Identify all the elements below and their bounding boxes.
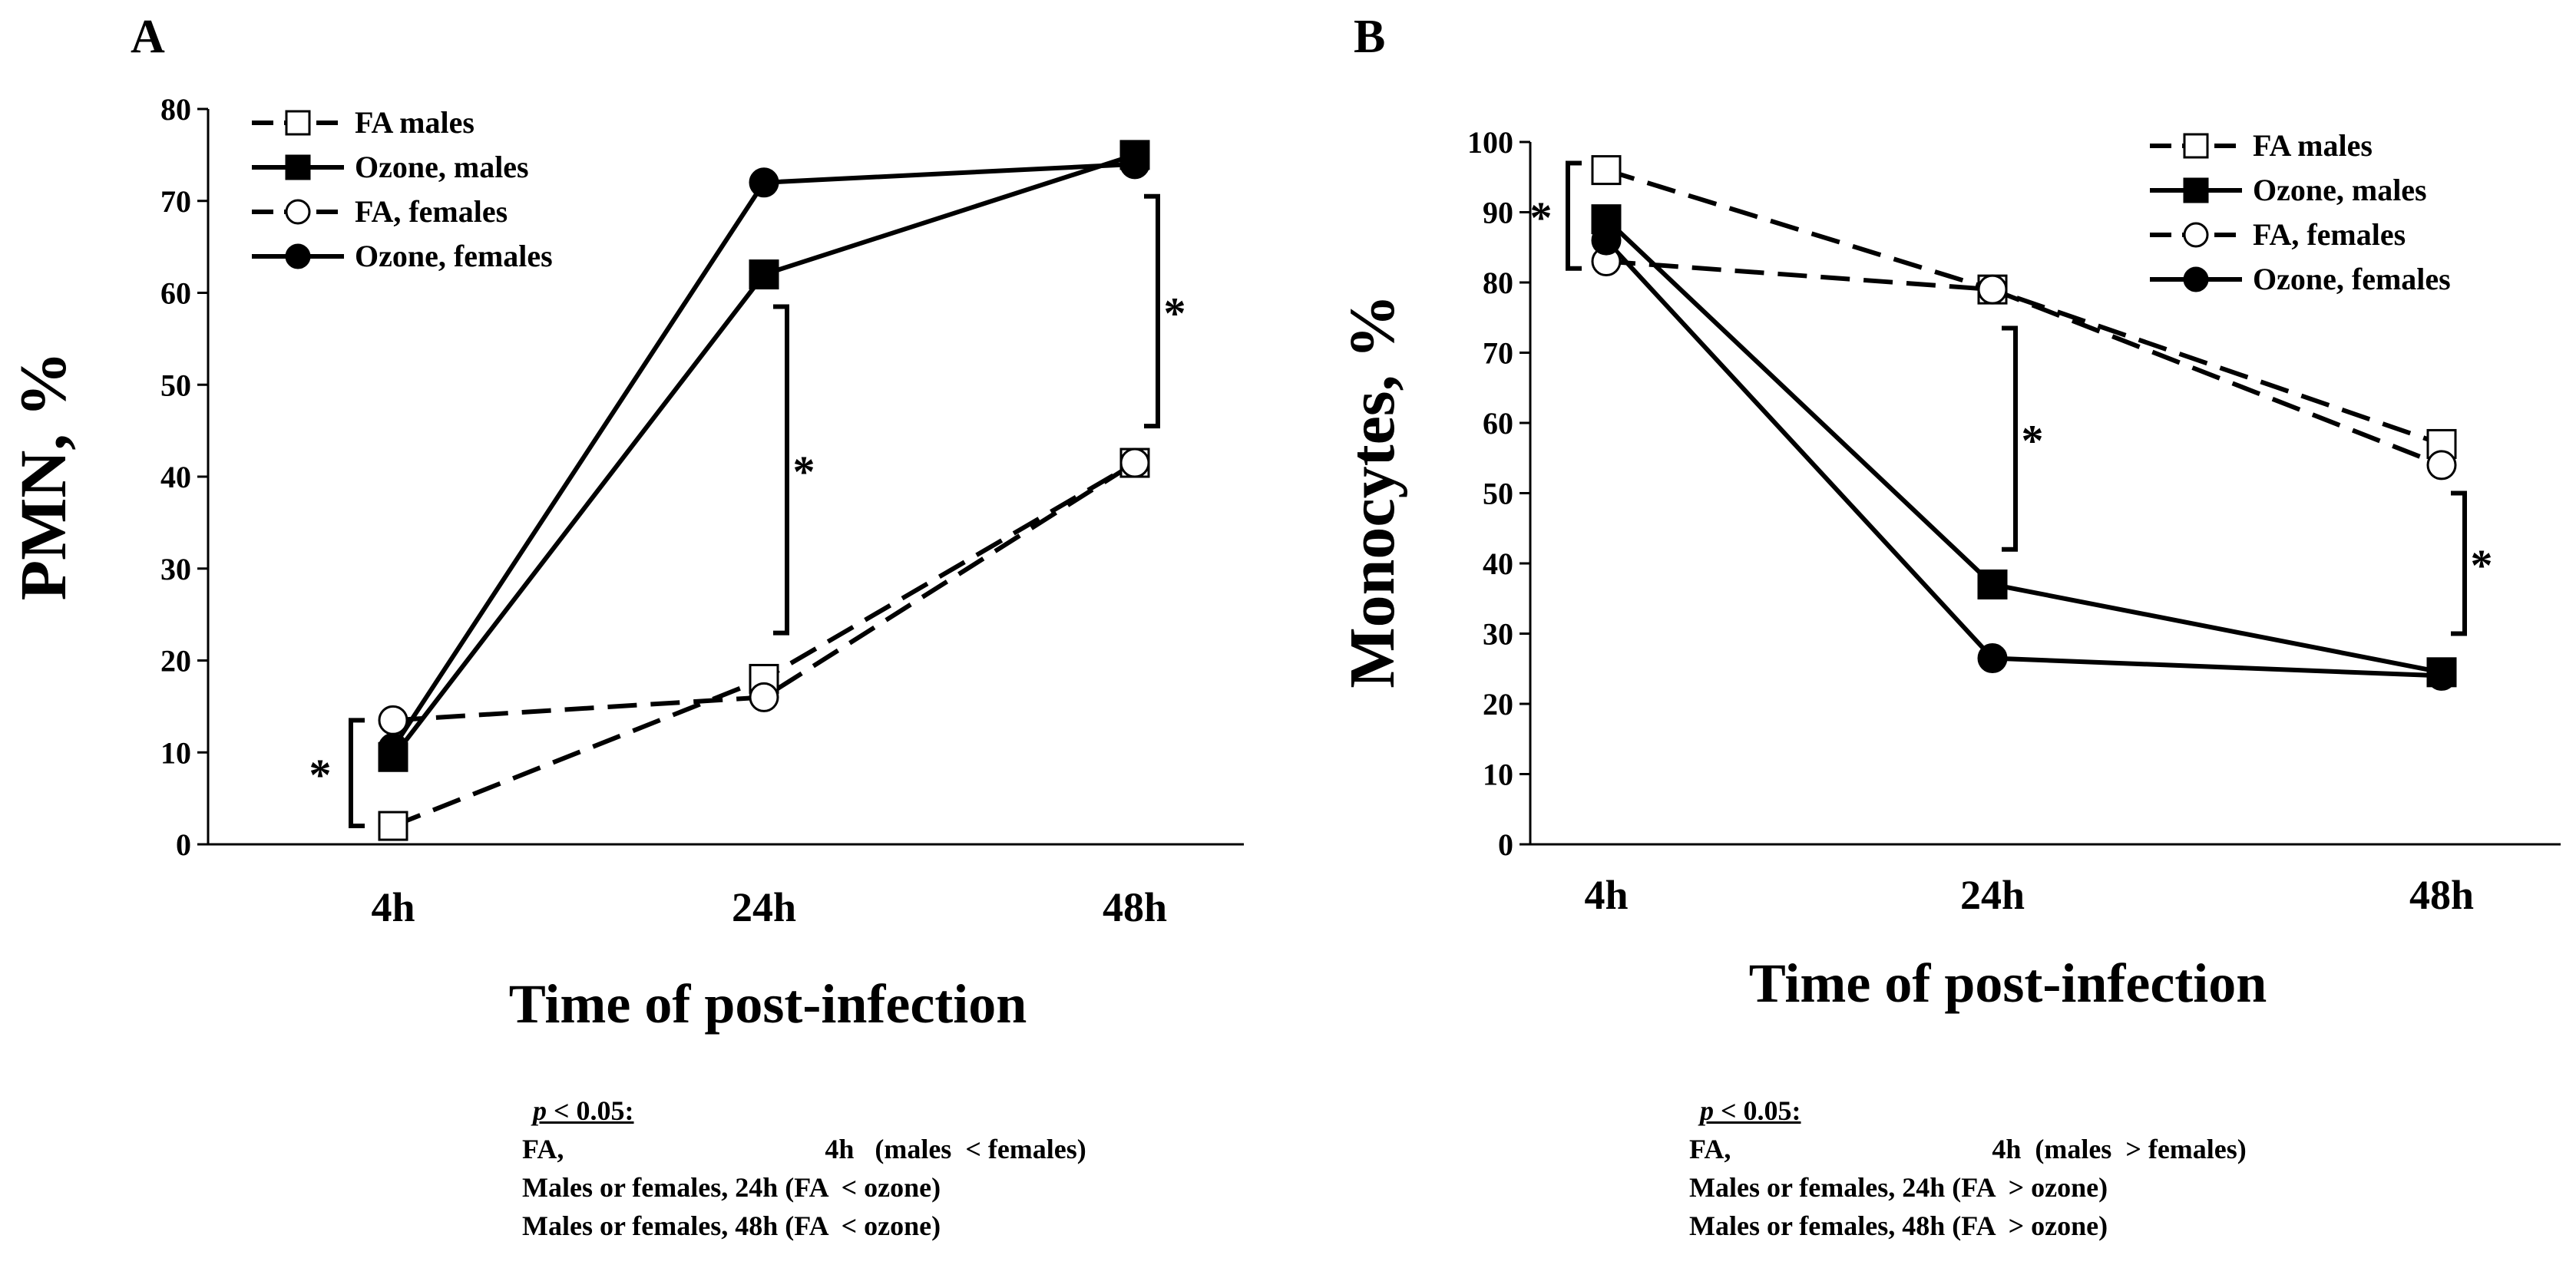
x-tick-label: 4h bbox=[371, 884, 415, 930]
y-tick-label: 10 bbox=[1483, 758, 1513, 792]
data-point bbox=[2426, 450, 2457, 480]
data-point bbox=[1977, 274, 2008, 305]
y-tick-label: 60 bbox=[160, 276, 191, 311]
significance-bracket bbox=[1144, 193, 1160, 429]
y-axis-label-b: Monocytes, % bbox=[1337, 294, 1408, 688]
y-tick-label: 100 bbox=[1467, 125, 1513, 160]
y-tick-label: 0 bbox=[176, 827, 191, 862]
data-point bbox=[1591, 225, 1622, 256]
significance-star: * bbox=[793, 447, 815, 497]
data-point bbox=[1119, 149, 1150, 180]
note-row-b-3: Males or females, 48h (FA > ozone) bbox=[1689, 1210, 2108, 1241]
legend-label: Ozone, females bbox=[2253, 262, 2451, 296]
legend-marker bbox=[2183, 266, 2209, 292]
panel-b-chart: B 0 10 20 30 40 50 60 70 80 90 100 4h 24h 48h * * * FA … bbox=[1337, 11, 2561, 1014]
legend-marker bbox=[2183, 222, 2209, 248]
y-tick-label: 80 bbox=[1483, 266, 1513, 300]
panel-label-a: A bbox=[131, 11, 165, 63]
significance-star: * bbox=[1530, 193, 1553, 243]
significance-bracket bbox=[349, 718, 365, 829]
y-tick-label: 90 bbox=[1483, 196, 1513, 230]
data-point bbox=[1977, 569, 2008, 599]
legend-label: Ozone, females bbox=[355, 239, 553, 273]
legend-marker bbox=[285, 243, 311, 269]
legend-marker bbox=[2183, 177, 2209, 203]
y-tick-label: 30 bbox=[1483, 617, 1513, 652]
data-point bbox=[1119, 447, 1150, 478]
data-point bbox=[2426, 660, 2457, 691]
x-tick-label: 48h bbox=[1103, 884, 1167, 930]
legend-label: FA males bbox=[355, 105, 475, 140]
y-tick-label: 20 bbox=[1483, 687, 1513, 722]
legend-marker bbox=[285, 110, 311, 136]
significance-bracket bbox=[773, 304, 789, 636]
significance-star: * bbox=[2471, 540, 2493, 590]
x-axis-label-a: Time of post-infection bbox=[509, 973, 1027, 1035]
x-tick-label: 24h bbox=[732, 884, 796, 930]
panel-label-b: B bbox=[1354, 11, 1385, 63]
data-point bbox=[749, 259, 779, 290]
y-tick-label: 30 bbox=[160, 552, 191, 586]
legend-marker bbox=[285, 154, 311, 180]
significance-star: * bbox=[309, 750, 332, 800]
significance-bracket bbox=[1566, 160, 1582, 271]
legend-label: Ozone, males bbox=[2253, 173, 2427, 207]
data-point bbox=[1591, 155, 1622, 186]
y-axis-label-a: PMN, % bbox=[6, 352, 80, 601]
series-line-1 bbox=[1605, 167, 2442, 447]
x-tick-label: 24h bbox=[1960, 872, 2025, 918]
data-point bbox=[378, 705, 408, 735]
data-point bbox=[1977, 643, 2008, 674]
y-tick-label: 50 bbox=[1483, 477, 1513, 511]
y-tick-label: 70 bbox=[1483, 336, 1513, 371]
legend-label: FA, females bbox=[355, 194, 508, 229]
y-tick-label: 20 bbox=[160, 644, 191, 679]
significance-star: * bbox=[1164, 288, 1186, 338]
panel-a-chart: A 0 10 20 30 40 50 60 70 80 4h 24h 48h * * * FA males… bbox=[6, 11, 1244, 1035]
x-tick-label: 48h bbox=[2409, 872, 2474, 918]
note-row-a-1: FA, 4h (males < females) bbox=[522, 1134, 1086, 1164]
series-line-1 bbox=[392, 461, 1136, 828]
significance-star: * bbox=[2022, 416, 2044, 466]
y-tick-label: 40 bbox=[1483, 547, 1513, 581]
y-tick-label: 40 bbox=[160, 460, 191, 494]
data-point bbox=[749, 167, 779, 198]
legend-marker bbox=[2183, 133, 2209, 159]
y-tick-label: 70 bbox=[160, 184, 191, 219]
notes-header-a: p < 0.05: bbox=[533, 1095, 634, 1126]
note-row-b-1: FA, 4h (males > females) bbox=[1689, 1134, 2247, 1164]
note-row-a-3: Males or females, 48h (FA < ozone) bbox=[522, 1210, 941, 1241]
data-point bbox=[378, 811, 408, 841]
legend-label: FA, females bbox=[2253, 217, 2406, 252]
legend-label: Ozone, males bbox=[355, 150, 529, 184]
significance-bracket bbox=[2002, 325, 2018, 552]
y-tick-label: 50 bbox=[160, 368, 191, 402]
significance-notes-a: p < 0.05: FA, 4h (males < females) Males … bbox=[522, 1091, 1086, 1245]
significance-bracket bbox=[2451, 490, 2467, 636]
data-point bbox=[378, 732, 408, 763]
y-tick-label: 60 bbox=[1483, 406, 1513, 441]
legend-marker bbox=[285, 199, 311, 225]
x-tick-label: 4h bbox=[1584, 872, 1628, 918]
note-row-a-2: Males or females, 24h (FA < ozone) bbox=[522, 1172, 941, 1203]
y-tick-label: 10 bbox=[160, 735, 191, 770]
y-tick-label: 0 bbox=[1498, 827, 1513, 862]
note-row-b-2: Males or females, 24h (FA > ozone) bbox=[1689, 1172, 2108, 1203]
data-point bbox=[749, 682, 779, 712]
y-tick-label: 80 bbox=[160, 92, 191, 127]
significance-notes-b: p < 0.05: FA, 4h (males > females) Males … bbox=[1689, 1091, 2247, 1245]
notes-header-b: p < 0.05: bbox=[1700, 1095, 1801, 1126]
x-axis-label-b: Time of post-infection bbox=[1749, 953, 2267, 1014]
legend-label: FA males bbox=[2253, 128, 2373, 163]
